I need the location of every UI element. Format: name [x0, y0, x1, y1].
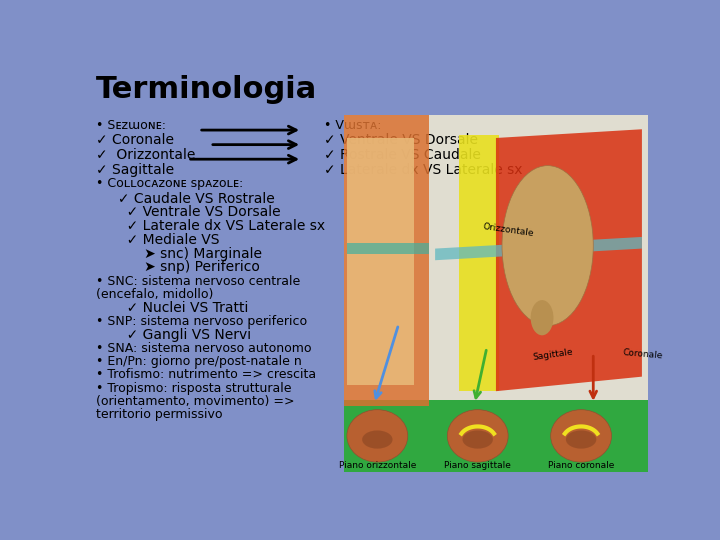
Text: (encefalo, midollo): (encefalo, midollo) — [96, 288, 213, 301]
Text: Orizzontale: Orizzontale — [482, 222, 535, 239]
Bar — [344, 400, 648, 472]
Bar — [459, 135, 499, 391]
Text: ✓ Nuclei VS Tratti: ✓ Nuclei VS Tratti — [96, 301, 248, 315]
Text: ✓ Caudale VS Rostrale: ✓ Caudale VS Rostrale — [96, 192, 274, 206]
Ellipse shape — [551, 410, 611, 462]
Text: ✓ Rostrale VS Caudale: ✓ Rostrale VS Caudale — [324, 148, 481, 162]
Text: ✓ Mediale VS: ✓ Mediale VS — [96, 233, 219, 247]
Text: ✓ Gangli VS Nervi: ✓ Gangli VS Nervi — [96, 328, 251, 342]
Polygon shape — [347, 243, 429, 254]
Text: ✓  Orizzontale: ✓ Orizzontale — [96, 148, 195, 162]
Text: • SNP: sistema nervoso periferico: • SNP: sistema nervoso periferico — [96, 315, 307, 328]
Text: • Vɯѕᴛᴀ:: • Vɯѕᴛᴀ: — [324, 119, 382, 132]
Text: (orientamento, movimento) =>: (orientamento, movimento) => — [96, 395, 294, 408]
Text: Piano sagittale: Piano sagittale — [444, 461, 511, 470]
Text: ✓ Ventrale VS Dorsale: ✓ Ventrale VS Dorsale — [96, 205, 280, 219]
Text: Coronale: Coronale — [622, 348, 663, 360]
Text: • Cᴏʟʟᴏᴄᴀᴢᴏɴᴇ ѕрᴀᴢᴏʟᴇ:: • Cᴏʟʟᴏᴄᴀᴢᴏɴᴇ ѕрᴀᴢᴏʟᴇ: — [96, 177, 243, 190]
Polygon shape — [429, 114, 648, 406]
Ellipse shape — [362, 430, 392, 449]
Text: ➤ snc) Marginale: ➤ snc) Marginale — [96, 246, 261, 260]
Polygon shape — [496, 129, 642, 391]
Ellipse shape — [566, 430, 596, 449]
Text: Piano coronale: Piano coronale — [548, 461, 614, 470]
Ellipse shape — [502, 166, 593, 326]
Ellipse shape — [347, 410, 408, 462]
Bar — [344, 114, 648, 406]
Text: ✓ Sagittale: ✓ Sagittale — [96, 163, 174, 177]
Bar — [344, 114, 429, 406]
Text: • SNC: sistema nervoso centrale: • SNC: sistema nervoso centrale — [96, 275, 300, 288]
Text: • SNA: sistema nervoso autonomo: • SNA: sistema nervoso autonomo — [96, 342, 311, 355]
Ellipse shape — [447, 410, 508, 462]
Text: ✓ Laterale dx VS Laterale sx: ✓ Laterale dx VS Laterale sx — [96, 219, 325, 233]
Text: ✓ Laterale dx VS Laterale sx: ✓ Laterale dx VS Laterale sx — [324, 163, 523, 177]
Text: • Trofismo: nutrimento => crescita: • Trofismo: nutrimento => crescita — [96, 368, 315, 381]
Text: • En/Pn: giorno pre/post-natale n: • En/Pn: giorno pre/post-natale n — [96, 355, 302, 368]
Text: ➤ snp) Periferico: ➤ snp) Periferico — [96, 260, 259, 274]
Bar — [347, 138, 413, 385]
Text: • Tropismo: risposta strutturale: • Tropismo: risposta strutturale — [96, 382, 291, 395]
Text: Terminologia: Terminologia — [96, 75, 317, 104]
Text: • Sᴇᴢɯᴏɴᴇ:: • Sᴇᴢɯᴏɴᴇ: — [96, 119, 174, 132]
Text: ✓ Ventrale VS Dorsale: ✓ Ventrale VS Dorsale — [324, 133, 478, 147]
Ellipse shape — [531, 300, 554, 335]
Text: Sagittale: Sagittale — [533, 348, 574, 362]
Text: Piano orizzontale: Piano orizzontale — [338, 461, 416, 470]
Text: territorio permissivo: territorio permissivo — [96, 408, 222, 421]
Ellipse shape — [462, 430, 493, 449]
Text: ✓ Coronale: ✓ Coronale — [96, 133, 174, 147]
Polygon shape — [435, 237, 642, 260]
